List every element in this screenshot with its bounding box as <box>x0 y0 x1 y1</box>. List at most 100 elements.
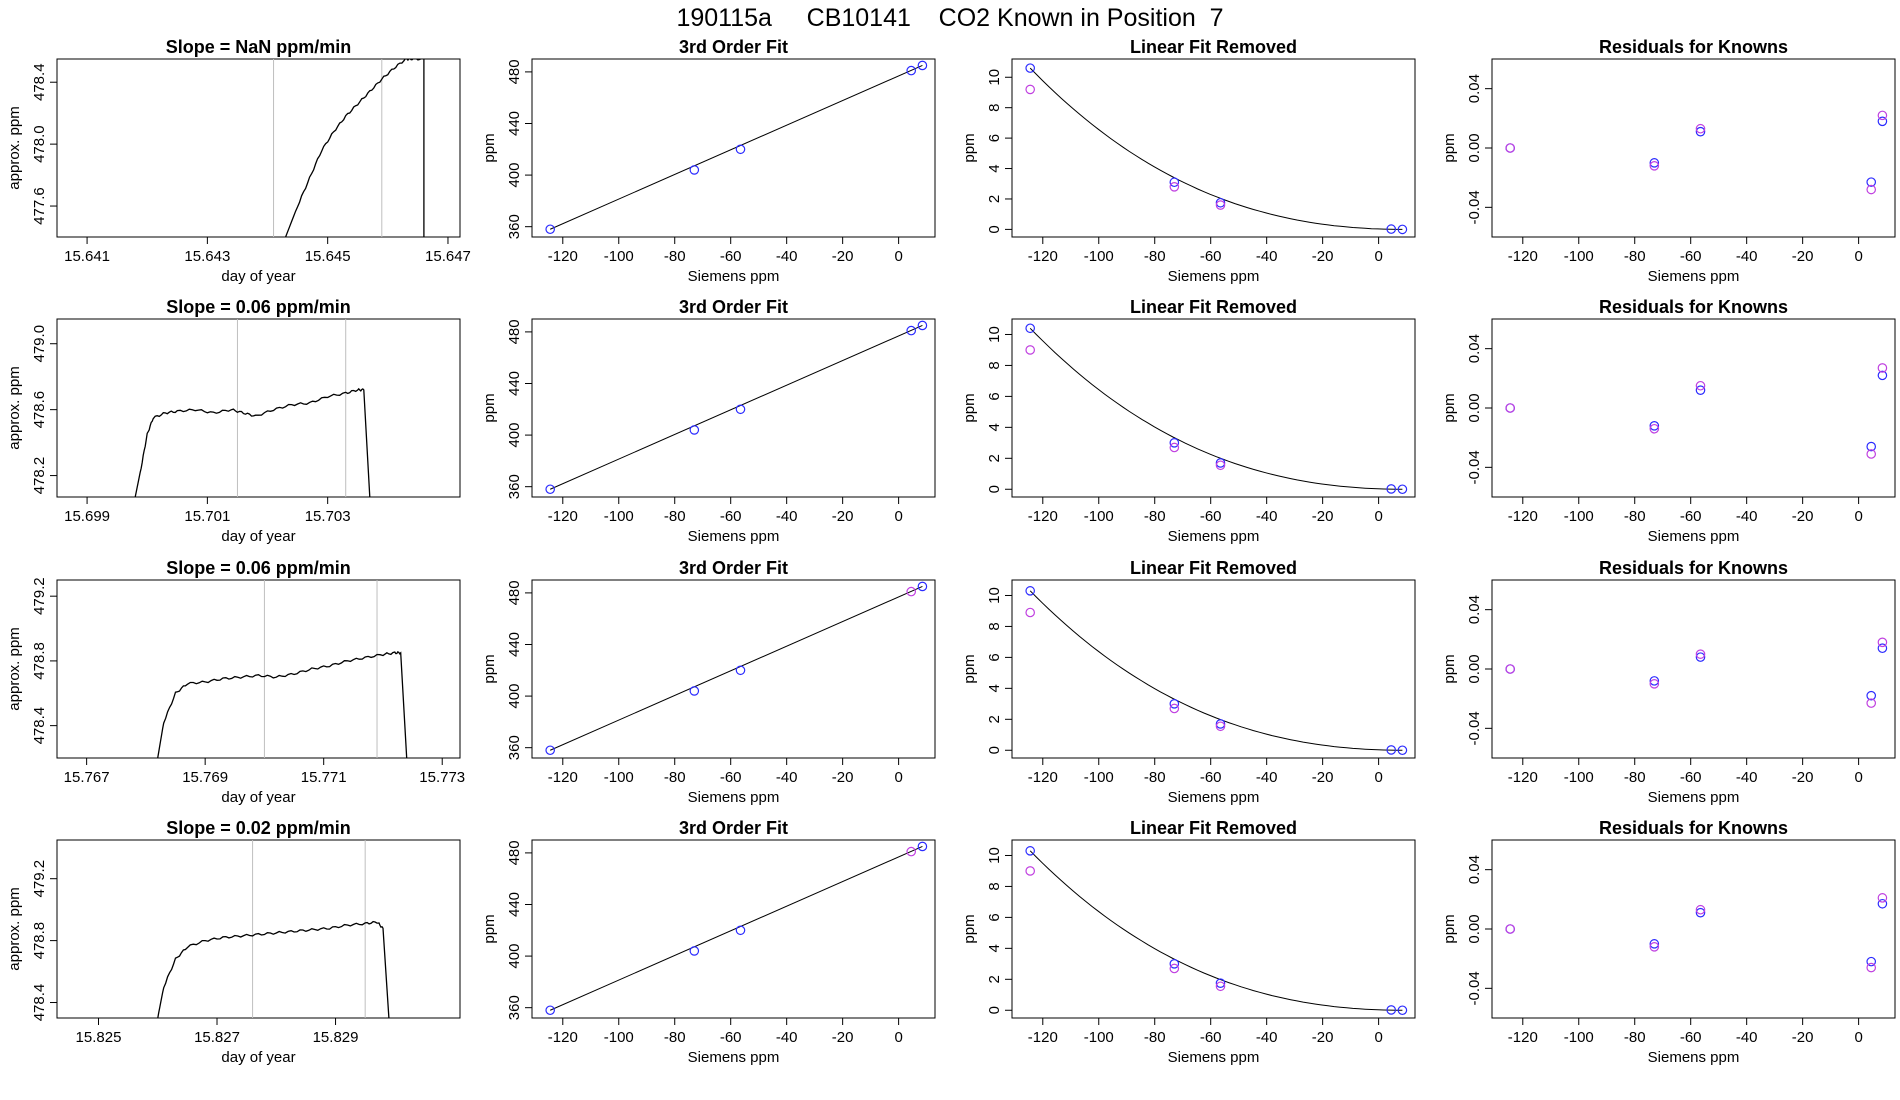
panel-title: 3rd Order Fit <box>679 297 788 317</box>
y-axis-label: ppm <box>1441 654 1458 683</box>
data-point <box>1215 978 1226 988</box>
plot-area <box>1505 893 1888 973</box>
data-point <box>1215 460 1226 471</box>
y-tick-label: 479.2 <box>31 577 48 615</box>
data-point <box>1397 484 1408 495</box>
y-tick-label: 6 <box>986 392 1003 400</box>
x-axis-label: Siemens ppm <box>1168 1049 1260 1066</box>
plot-area <box>1505 110 1888 195</box>
plot-frame <box>56 58 461 238</box>
y-tick-label: -0.04 <box>1466 971 1483 1005</box>
data-point <box>1649 941 1660 952</box>
y-tick-label: 440 <box>506 111 523 136</box>
plot-frame <box>1491 318 1896 498</box>
plot-area <box>273 59 425 237</box>
x-tick-label: -60 <box>1680 248 1702 265</box>
data-point <box>1866 698 1877 708</box>
y-tick-label: 0.04 <box>1466 855 1483 884</box>
x-tick-label: -40 <box>1256 248 1278 265</box>
x-tick-label: 15.641 <box>64 248 110 265</box>
x-tick-label: -60 <box>1680 1029 1702 1046</box>
data-point <box>1866 962 1877 973</box>
x-tick-label: -40 <box>1736 248 1758 265</box>
data-point <box>1649 679 1660 689</box>
plot-area <box>1505 363 1888 459</box>
y-tick-label: 480 <box>506 59 523 84</box>
plot-area <box>1025 323 1408 495</box>
panel-res-row2: Residuals for Knowns -120 -100 -80 -60 -40 -20… <box>1441 297 1896 545</box>
y-tick-label: 477.6 <box>31 187 48 225</box>
x-tick-label: 0 <box>894 1029 902 1046</box>
y-tick-label: 0.00 <box>1466 393 1483 422</box>
data-point <box>1649 158 1660 168</box>
x-tick-label: 0 <box>1374 769 1382 786</box>
x-axis-label: day of year <box>221 1049 295 1066</box>
y-axis-label: approx. ppm <box>6 887 23 970</box>
data-point <box>1169 703 1180 714</box>
x-tick-label: -100 <box>604 248 634 265</box>
fit-curve <box>1029 67 1403 230</box>
y-tick-label: 8 <box>986 882 1003 890</box>
y-tick-label: 0.04 <box>1466 595 1483 624</box>
x-tick-label: -100 <box>1084 769 1114 786</box>
y-tick-label: 6 <box>986 134 1003 142</box>
x-tick-label: -40 <box>776 1029 798 1046</box>
data-point <box>1866 449 1877 459</box>
data-point <box>545 484 555 495</box>
y-tick-label: 478.4 <box>31 63 48 101</box>
data-point <box>1866 184 1877 195</box>
x-axis-label: Siemens ppm <box>1168 528 1260 545</box>
x-tick-label: -80 <box>1144 248 1166 265</box>
plot-area <box>545 581 928 756</box>
y-tick-label: 2 <box>986 975 1003 983</box>
x-tick-label: -20 <box>1312 508 1334 525</box>
plot-frame <box>1011 579 1416 759</box>
data-point <box>1169 959 1180 969</box>
y-tick-label: 400 <box>506 684 523 709</box>
data-point <box>1397 224 1408 235</box>
panel-lin-row4: Linear Fit Removed -120 -100 -80 -60 -40 -20 0 S… <box>961 818 1416 1066</box>
x-axis-label: Siemens ppm <box>1648 528 1740 545</box>
y-tick-label: 440 <box>506 892 523 917</box>
x-tick-label: -120 <box>548 769 578 786</box>
x-tick-label: -20 <box>1792 508 1814 525</box>
x-tick-label: -100 <box>1564 769 1594 786</box>
x-tick-label: -120 <box>1028 508 1058 525</box>
plot-area <box>157 840 390 1018</box>
plot-frame <box>56 579 461 759</box>
plot-frame <box>1011 318 1416 498</box>
data-point <box>735 144 746 155</box>
y-tick-label: 480 <box>506 580 523 605</box>
y-tick-label: 479.2 <box>31 860 48 898</box>
panel-title: Linear Fit Removed <box>1130 37 1297 57</box>
x-tick-label: -20 <box>832 508 854 525</box>
data-point <box>1169 963 1180 974</box>
plot-frame <box>531 839 936 1019</box>
panel-title: Residuals for Knowns <box>1599 37 1788 57</box>
y-tick-label: -0.04 <box>1466 711 1483 745</box>
data-point <box>1505 143 1515 153</box>
data-point <box>1695 649 1706 659</box>
data-trace <box>157 651 408 758</box>
plot-area <box>545 841 928 1016</box>
x-tick-label: -120 <box>548 248 578 265</box>
data-point <box>1215 721 1226 732</box>
y-tick-label: 360 <box>506 214 523 239</box>
panel-fit-row2: 3rd Order Fit -120 -100 -80 -60 -40 -20 0 Siemen… <box>481 297 936 545</box>
panel-title: Slope = 0.02 ppm/min <box>166 818 351 838</box>
x-tick-label: -100 <box>604 1029 634 1046</box>
x-tick-label: 15.767 <box>64 769 110 786</box>
data-point <box>1215 200 1226 210</box>
plot-area <box>1025 63 1408 235</box>
x-tick-label: -60 <box>1680 769 1702 786</box>
data-point <box>545 745 555 756</box>
y-tick-label: 360 <box>506 995 523 1020</box>
panel-title: 3rd Order Fit <box>679 37 788 57</box>
y-axis-label: ppm <box>1441 914 1458 943</box>
x-axis-label: Siemens ppm <box>1648 789 1740 806</box>
x-tick-label: -120 <box>1028 248 1058 265</box>
y-tick-label: -0.04 <box>1466 190 1483 224</box>
x-tick-label: -40 <box>1736 508 1758 525</box>
plot-frame <box>531 58 936 238</box>
